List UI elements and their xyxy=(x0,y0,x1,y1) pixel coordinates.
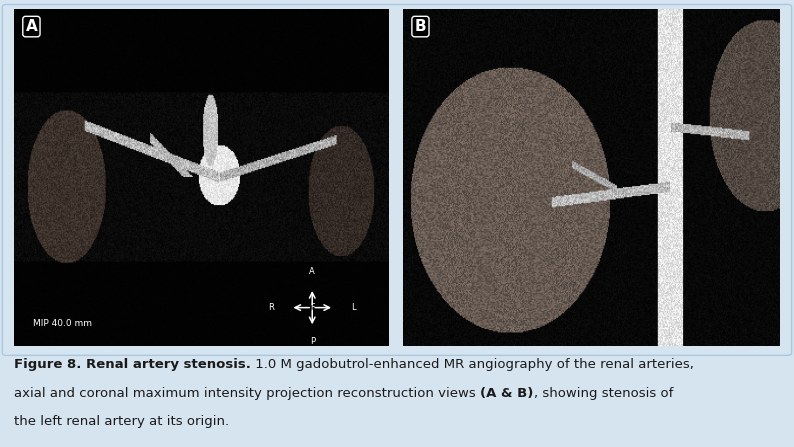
Text: , showing stenosis of: , showing stenosis of xyxy=(534,387,673,400)
Text: A: A xyxy=(25,19,37,34)
Text: (A & B): (A & B) xyxy=(480,387,534,400)
Text: axial and coronal maximum intensity projection reconstruction views: axial and coronal maximum intensity proj… xyxy=(14,387,480,400)
Text: L: L xyxy=(351,303,356,312)
Text: B: B xyxy=(414,19,426,34)
Text: Figure 8. Renal artery stenosis.: Figure 8. Renal artery stenosis. xyxy=(14,358,251,371)
Text: P: P xyxy=(310,337,314,346)
FancyBboxPatch shape xyxy=(2,4,792,355)
Text: the left renal artery at its origin.: the left renal artery at its origin. xyxy=(14,415,229,428)
Text: F: F xyxy=(310,303,314,312)
Text: 1.0 M gadobutrol-enhanced MR angiography of the renal arteries,: 1.0 M gadobutrol-enhanced MR angiography… xyxy=(251,358,694,371)
Text: A: A xyxy=(310,267,315,276)
Text: MIP 40.0 mm: MIP 40.0 mm xyxy=(33,319,92,328)
Text: R: R xyxy=(268,303,274,312)
